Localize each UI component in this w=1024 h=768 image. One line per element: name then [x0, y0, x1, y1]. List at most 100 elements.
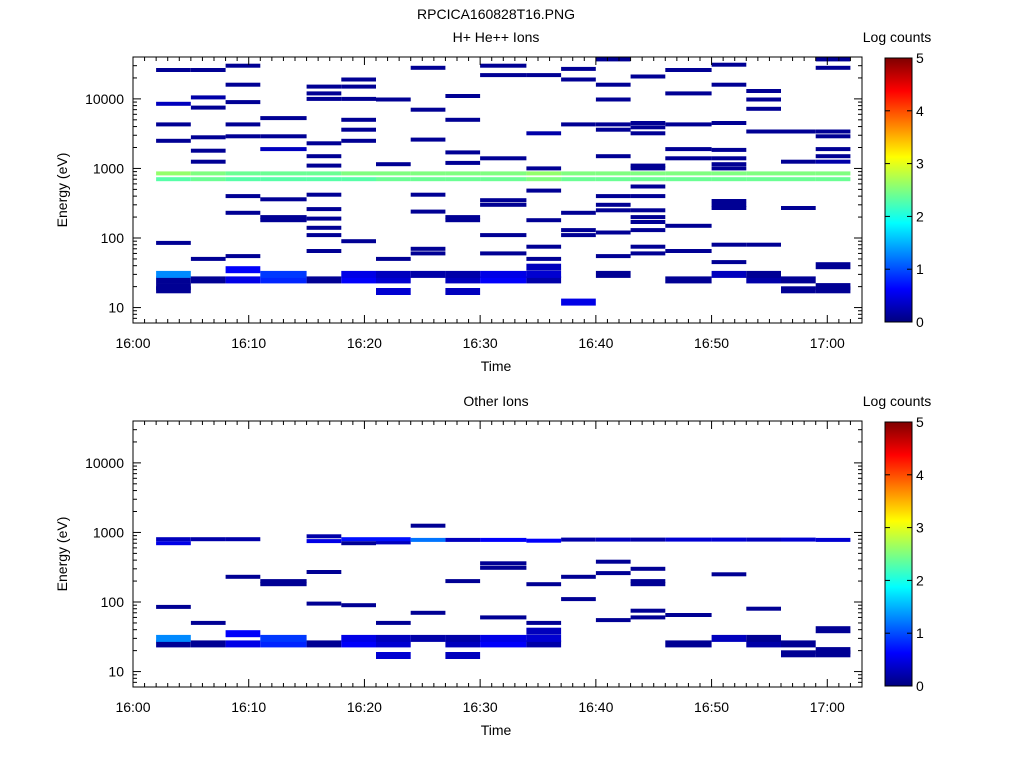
- heatmap-cell: [630, 566, 666, 571]
- heatmap-cell: [341, 640, 376, 648]
- heatmap-cell: [711, 162, 747, 167]
- heatmap-cell: [445, 218, 481, 223]
- heatmap-cell: [711, 260, 747, 265]
- heatmap-cell: [630, 251, 666, 256]
- heatmap-cell: [260, 640, 307, 648]
- heatmap-cell: [306, 534, 342, 539]
- heatmap-cell: [376, 270, 411, 278]
- heatmap-cell: [341, 138, 376, 143]
- heatmap-cell: [225, 171, 261, 176]
- heatmap-cell: [156, 122, 191, 127]
- colorbar-tick-label: 4: [916, 103, 924, 119]
- heatmap-cell: [445, 288, 481, 295]
- x-tick-label: 16:10: [231, 699, 266, 715]
- heatmap-cell: [630, 215, 666, 220]
- heatmap-cell: [480, 233, 527, 238]
- heatmap-cell: [306, 207, 342, 212]
- heatmap-cell: [711, 156, 747, 161]
- x-tick-label: 16:50: [694, 699, 729, 715]
- heatmap-cell: [746, 89, 781, 93]
- heatmap-cell: [746, 171, 781, 176]
- heatmap-cell: [376, 276, 411, 284]
- heatmap-cell: [480, 634, 527, 642]
- y-tick-label: 10: [108, 300, 124, 316]
- y-axis: 10 100 1000 10000: [85, 420, 862, 688]
- heatmap-cell: [526, 256, 562, 261]
- heatmap-cell: [341, 96, 376, 101]
- heatmap-cell: [526, 218, 562, 223]
- heatmap-cell: [225, 266, 261, 274]
- heatmap-cell: [665, 68, 712, 72]
- heatmap-cell: [410, 209, 446, 214]
- heatmap-cell: [480, 270, 527, 278]
- colorbar-tick-label: 1: [916, 625, 924, 641]
- heatmap-cell: [376, 540, 411, 545]
- heatmap-cell: [410, 65, 446, 70]
- colorbar-tick-label: 4: [916, 467, 924, 483]
- panel-other-ions: Other Ions 16:00 16:10 16:20 16:30 16:40 16:5…: [54, 393, 931, 738]
- heatmap-cell: [561, 597, 596, 602]
- heatmap-cell: [376, 620, 411, 625]
- heatmap-cell: [190, 68, 226, 72]
- x-axis: 16:00 16:10 16:20 16:30 16:40 16:50 17:00: [115, 421, 863, 715]
- heatmap-cell: [561, 77, 596, 82]
- heatmap-cell: [156, 68, 191, 72]
- panel-title: Other Ions: [463, 393, 528, 409]
- x-tick-label: 16:00: [115, 699, 150, 715]
- heatmap-cell: [306, 171, 342, 176]
- heatmap-cell: [630, 166, 666, 171]
- heatmap-cell: [781, 206, 816, 210]
- heatmap-cell: [445, 171, 481, 176]
- heatmap-cell: [225, 63, 261, 68]
- plot-frame: [132, 56, 863, 324]
- heatmap-cell: [190, 171, 226, 176]
- y-tick-label: 100: [101, 594, 125, 610]
- heatmap-cell: [595, 618, 631, 623]
- heatmap-cell: [156, 240, 191, 245]
- heatmap-cell: [561, 210, 596, 215]
- heatmap-cell: [630, 74, 666, 79]
- heatmap-cell: [746, 177, 781, 182]
- heatmap-cell: [225, 122, 261, 127]
- heatmap-cell: [156, 101, 191, 106]
- heatmap-cell: [561, 122, 596, 127]
- heatmap-cell: [595, 559, 631, 564]
- heatmap-cell: [746, 242, 781, 247]
- heatmap-cell: [480, 198, 527, 203]
- x-tick-label: 16:20: [347, 699, 382, 715]
- heatmap-cell: [526, 627, 562, 635]
- heatmap-cell: [156, 276, 191, 284]
- heatmap-cell: [630, 220, 666, 224]
- heatmap-cell: [410, 192, 446, 197]
- heatmap-cell: [306, 177, 342, 182]
- heatmap-cell: [711, 199, 747, 203]
- heatmap-cell: [260, 579, 307, 584]
- heatmap-cell: [526, 73, 562, 78]
- heatmap-cell: [376, 640, 411, 648]
- heatmap-cell: [815, 647, 851, 655]
- heatmap-cell: [630, 244, 666, 249]
- heatmap-cell: [410, 610, 446, 615]
- heatmap-cell: [630, 125, 666, 130]
- heatmap-cell: [595, 194, 631, 199]
- heatmap-cell: [711, 537, 747, 542]
- heatmap-cell: [225, 82, 261, 87]
- heatmap-cell: [781, 159, 816, 164]
- heatmap-cell: [410, 171, 446, 176]
- heatmap-cell: [306, 192, 342, 197]
- colorbar: Log counts 0 1 2 3 4 5: [863, 29, 932, 330]
- colorbar-tick-label: 5: [916, 414, 924, 430]
- heatmap-cell: [376, 177, 411, 182]
- heatmap-cell: [341, 171, 376, 176]
- heatmap-cell: [225, 276, 261, 284]
- heatmap-cell: [526, 171, 562, 176]
- heatmap-cell: [561, 537, 596, 542]
- heatmap-cell: [711, 270, 747, 278]
- heatmap-cell: [561, 228, 596, 233]
- heatmap-cell: [561, 66, 596, 71]
- heatmap-cell: [711, 177, 747, 182]
- heatmap-cell: [260, 276, 307, 284]
- heatmap-cell: [156, 537, 191, 542]
- heatmap-cell: [341, 537, 376, 542]
- heatmap-cell: [341, 177, 376, 182]
